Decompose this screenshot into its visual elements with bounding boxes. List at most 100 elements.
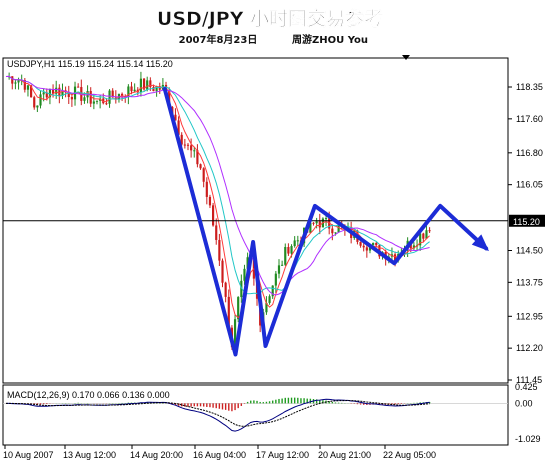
candle-body [133, 89, 136, 92]
macd-layer: 0.425 0.00 -1.029 [3, 382, 541, 444]
trend-path-layer [162, 87, 490, 357]
macd-signal-line [6, 399, 430, 427]
candle-body [190, 145, 193, 151]
candle-body [108, 90, 111, 104]
candle-body [324, 218, 328, 220]
candle-body [312, 222, 315, 224]
time-tick-label: 13 Aug 12:00 [63, 450, 116, 460]
candle-body [290, 246, 293, 254]
candle-body [274, 273, 277, 286]
candle-body [39, 94, 42, 106]
ma-mid-line [5, 75, 430, 295]
candle-body [61, 90, 64, 96]
candle-body [89, 91, 92, 104]
candle-body [17, 80, 20, 83]
candle-body [193, 150, 196, 152]
candle-body [92, 101, 95, 104]
candle-body [233, 319, 237, 348]
candle-body [51, 89, 55, 94]
candle-body [67, 91, 70, 98]
candle-body [425, 230, 428, 239]
current-price-line: 115.20 [3, 214, 545, 227]
price-tick-label: 112.20 [516, 343, 543, 353]
time-tick-label: 22 Aug 05:00 [383, 450, 436, 460]
macd-tick-label: -1.029 [515, 434, 541, 444]
candle-body [422, 233, 425, 239]
candle-body [365, 247, 368, 251]
candle-body [180, 134, 183, 145]
candle-body [334, 232, 337, 234]
instrument-label: USDJPY,H1 115.19 115.24 115.14 115.20 [7, 59, 173, 69]
time-axis: 10 Aug 2007 13 Aug 12:00 14 Aug 20:00 16 Au… [3, 445, 436, 460]
macd-tick-label: 0.00 [515, 398, 533, 408]
candle-body [199, 164, 202, 169]
candle-body [70, 97, 73, 100]
moving-averages [5, 75, 430, 319]
candle-body [212, 205, 215, 226]
candle-body [218, 239, 221, 261]
candle-body [359, 241, 362, 246]
candle-body [281, 264, 284, 266]
price-tick-label: 117.60 [516, 114, 543, 124]
candle-body [186, 144, 190, 146]
candle-body [33, 97, 36, 108]
candle-body [208, 196, 212, 206]
candle-body [149, 80, 152, 88]
chart-title: USD/JPY 小时图交易参考 [157, 7, 383, 30]
candle-body [375, 243, 378, 246]
current-price-label: 115.20 [513, 217, 540, 227]
price-tick-label: 116.05 [516, 180, 543, 190]
candle-body [155, 86, 158, 92]
time-tick-label: 16 Aug 04:00 [193, 450, 246, 460]
candle-body [36, 105, 39, 108]
candle-body [393, 254, 397, 261]
candle-body [227, 296, 230, 328]
price-tick-label: 114.50 [516, 245, 543, 255]
candle-body [296, 240, 299, 242]
price-tick-label: 116.80 [516, 148, 543, 158]
candle-body [77, 86, 80, 88]
trend-path [162, 87, 489, 357]
candle-body [284, 247, 287, 265]
shift-marker-icon [402, 55, 410, 60]
candle-body [237, 297, 240, 320]
candle-body [45, 92, 48, 98]
time-tick-label: 14 Aug 20:00 [130, 450, 183, 460]
candle-body [318, 221, 321, 228]
candle-body [196, 150, 199, 165]
candle-body [412, 245, 416, 249]
candle-body [309, 222, 312, 233]
trend-arrowhead [471, 234, 490, 252]
current-price-box [509, 214, 545, 227]
candle-body [11, 76, 14, 84]
candle-body [95, 100, 99, 102]
candle-body [215, 225, 218, 240]
candle-body [372, 243, 375, 246]
price-tick-label: 111.45 [516, 375, 542, 385]
price-tick-label: 112.95 [516, 311, 543, 321]
candle-body [174, 114, 177, 121]
candle-body [243, 268, 246, 281]
candle-body [246, 257, 249, 269]
candle-body [240, 280, 243, 298]
price-tick-label: 113.75 [516, 277, 543, 287]
candle-body [337, 225, 340, 233]
candle-body [293, 240, 296, 247]
candle-body [419, 233, 422, 246]
candle-body [130, 86, 133, 92]
time-tick-label: 10 Aug 2007 [3, 450, 54, 460]
candle-body [146, 80, 149, 90]
candle-body [30, 85, 33, 98]
candle-body [55, 87, 58, 94]
candle-body [265, 302, 268, 313]
candle-body [224, 282, 227, 297]
candle-body [271, 285, 274, 297]
macd-label: MACD(12,26,9) 0.170 0.066 0.136 0.000 [7, 390, 170, 400]
candle-body [268, 296, 271, 303]
candle-body [48, 89, 52, 98]
chart-subtitle-date: 2007年8月23日 [179, 33, 258, 46]
candle-body [111, 90, 114, 98]
candle-body [277, 265, 281, 274]
